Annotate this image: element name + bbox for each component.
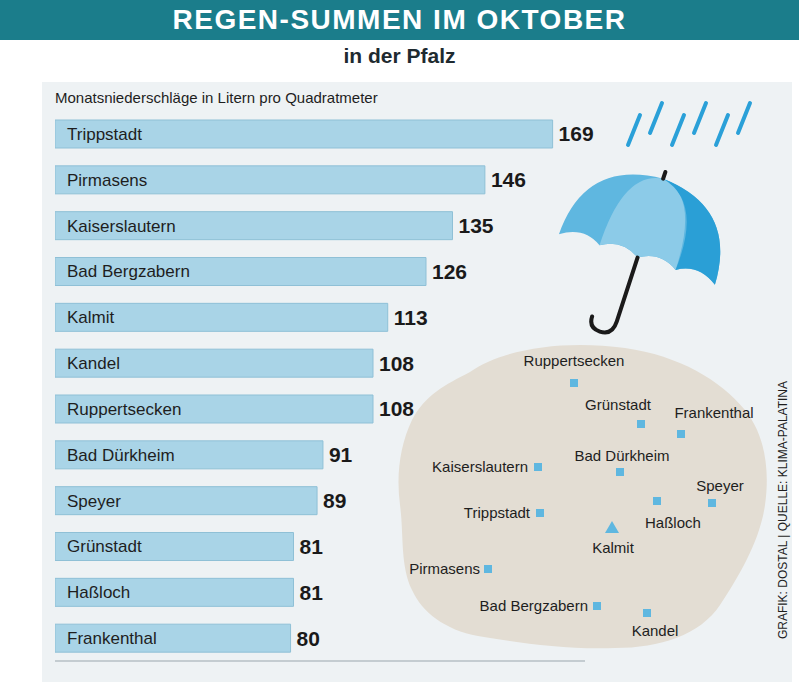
svg-text:113: 113 — [394, 306, 428, 329]
svg-text:Haßloch: Haßloch — [645, 514, 701, 531]
svg-text:Speyer: Speyer — [67, 492, 121, 511]
svg-text:89: 89 — [323, 489, 346, 512]
svg-text:Kandel: Kandel — [67, 354, 120, 373]
svg-text:Trippstadt: Trippstadt — [464, 504, 531, 521]
svg-text:81: 81 — [300, 535, 324, 558]
html-text:Monatsniederschläge in Litern: Monatsniederschläge in Litern pro Quadra… — [55, 89, 378, 106]
svg-text:108: 108 — [379, 397, 414, 420]
svg-text:Kandel: Kandel — [632, 622, 679, 639]
svg-text:Pirmasens: Pirmasens — [409, 560, 480, 577]
svg-text:Kalmit: Kalmit — [592, 539, 635, 556]
svg-text:Kaiserslautern: Kaiserslautern — [67, 217, 176, 236]
html-text:in der Pfalz: in der Pfalz — [343, 44, 456, 67]
svg-text:Trippstadt: Trippstadt — [67, 125, 142, 144]
svg-text:Bad Dürkheim: Bad Dürkheim — [67, 446, 175, 465]
svg-text:Kalmit: Kalmit — [67, 308, 115, 327]
html-text:REGEN-SUMMEN IM OKTOBER: REGEN-SUMMEN IM OKTOBER — [172, 4, 627, 35]
svg-text:91: 91 — [329, 443, 353, 466]
svg-text:80: 80 — [297, 627, 320, 650]
svg-text:108: 108 — [379, 352, 414, 375]
svg-text:146: 146 — [491, 168, 526, 191]
svg-text:Frankenthal: Frankenthal — [674, 404, 753, 421]
svg-text:81: 81 — [300, 581, 324, 604]
svg-text:GRAFIK: DOSTAL | QUELLE: KLIMA: GRAFIK: DOSTAL | QUELLE: KLIMA-PALATINA — [776, 381, 790, 639]
svg-text:Haßloch: Haßloch — [67, 583, 130, 602]
svg-text:Bad Bergzabern: Bad Bergzabern — [67, 262, 190, 281]
svg-text:Grünstadt: Grünstadt — [585, 396, 652, 413]
svg-text:Bad Bergzabern: Bad Bergzabern — [480, 597, 588, 614]
svg-text:126: 126 — [432, 260, 467, 283]
svg-text:Speyer: Speyer — [696, 477, 744, 494]
svg-text:Pirmasens: Pirmasens — [67, 171, 147, 190]
svg-text:Ruppertsecken: Ruppertsecken — [67, 400, 181, 419]
svg-text:Bad Dürkheim: Bad Dürkheim — [574, 447, 669, 464]
svg-text:Ruppertsecken: Ruppertsecken — [524, 352, 625, 369]
svg-text:Frankenthal: Frankenthal — [67, 629, 157, 648]
svg-text:135: 135 — [459, 214, 494, 237]
svg-text:Grünstadt: Grünstadt — [67, 537, 142, 556]
svg-text:169: 169 — [559, 122, 594, 145]
svg-text:Kaiserslautern: Kaiserslautern — [432, 458, 528, 475]
